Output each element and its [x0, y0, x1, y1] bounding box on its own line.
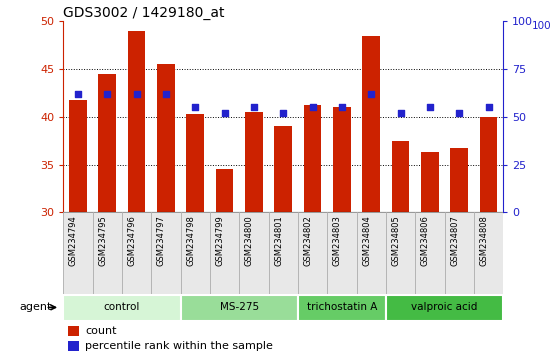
Bar: [68, 341, 79, 351]
Bar: [298, 212, 327, 294]
Bar: [239, 212, 268, 294]
Text: GSM234800: GSM234800: [245, 215, 254, 266]
Point: [191, 104, 200, 110]
Bar: [480, 117, 497, 212]
Bar: [298, 295, 386, 321]
Point: [455, 110, 464, 116]
Bar: [415, 212, 444, 294]
Point: [250, 104, 258, 110]
Point: [162, 91, 170, 97]
Text: GSM234803: GSM234803: [333, 215, 342, 266]
Bar: [151, 212, 180, 294]
Bar: [421, 152, 439, 212]
Text: count: count: [85, 326, 117, 336]
Point: [426, 104, 434, 110]
Point: [308, 104, 317, 110]
Text: GSM234794: GSM234794: [69, 215, 78, 266]
Bar: [268, 212, 298, 294]
Point: [220, 110, 229, 116]
Bar: [180, 295, 298, 321]
Bar: [128, 31, 145, 212]
Bar: [122, 212, 151, 294]
Bar: [157, 64, 175, 212]
Bar: [386, 212, 415, 294]
Point: [484, 104, 493, 110]
Point: [338, 104, 346, 110]
Text: 100%: 100%: [532, 21, 550, 31]
Bar: [92, 212, 122, 294]
Bar: [333, 107, 351, 212]
Point: [279, 110, 288, 116]
Text: GDS3002 / 1429180_at: GDS3002 / 1429180_at: [63, 6, 225, 20]
Text: valproic acid: valproic acid: [411, 302, 478, 313]
Bar: [245, 112, 263, 212]
Bar: [68, 326, 79, 336]
Text: GSM234808: GSM234808: [480, 215, 488, 266]
Bar: [392, 141, 409, 212]
Bar: [274, 126, 292, 212]
Bar: [216, 169, 233, 212]
Text: GSM234797: GSM234797: [157, 215, 166, 266]
Text: GSM234795: GSM234795: [98, 215, 107, 266]
Text: MS-275: MS-275: [219, 302, 259, 313]
Bar: [63, 212, 92, 294]
Text: GSM234804: GSM234804: [362, 215, 371, 266]
Bar: [474, 212, 503, 294]
Point: [396, 110, 405, 116]
Text: percentile rank within the sample: percentile rank within the sample: [85, 341, 273, 351]
Bar: [362, 35, 380, 212]
Bar: [450, 148, 468, 212]
Bar: [210, 212, 239, 294]
Point: [367, 91, 376, 97]
Point: [103, 91, 112, 97]
Text: GSM234799: GSM234799: [216, 215, 224, 266]
Text: GSM234805: GSM234805: [392, 215, 400, 266]
Bar: [444, 212, 474, 294]
Text: trichostatin A: trichostatin A: [307, 302, 377, 313]
Bar: [98, 74, 116, 212]
Bar: [304, 105, 321, 212]
Text: GSM234796: GSM234796: [128, 215, 136, 266]
Text: GSM234798: GSM234798: [186, 215, 195, 266]
Point: [132, 91, 141, 97]
Point: [74, 91, 82, 97]
Text: GSM234807: GSM234807: [450, 215, 459, 266]
Text: GSM234806: GSM234806: [421, 215, 430, 266]
Bar: [69, 99, 87, 212]
Bar: [180, 212, 210, 294]
Text: GSM234801: GSM234801: [274, 215, 283, 266]
Text: GSM234802: GSM234802: [304, 215, 312, 266]
Text: control: control: [104, 302, 140, 313]
Bar: [186, 114, 204, 212]
Bar: [327, 212, 356, 294]
Bar: [63, 295, 180, 321]
Bar: [356, 212, 386, 294]
Text: agent: agent: [19, 302, 51, 313]
Bar: [386, 295, 503, 321]
